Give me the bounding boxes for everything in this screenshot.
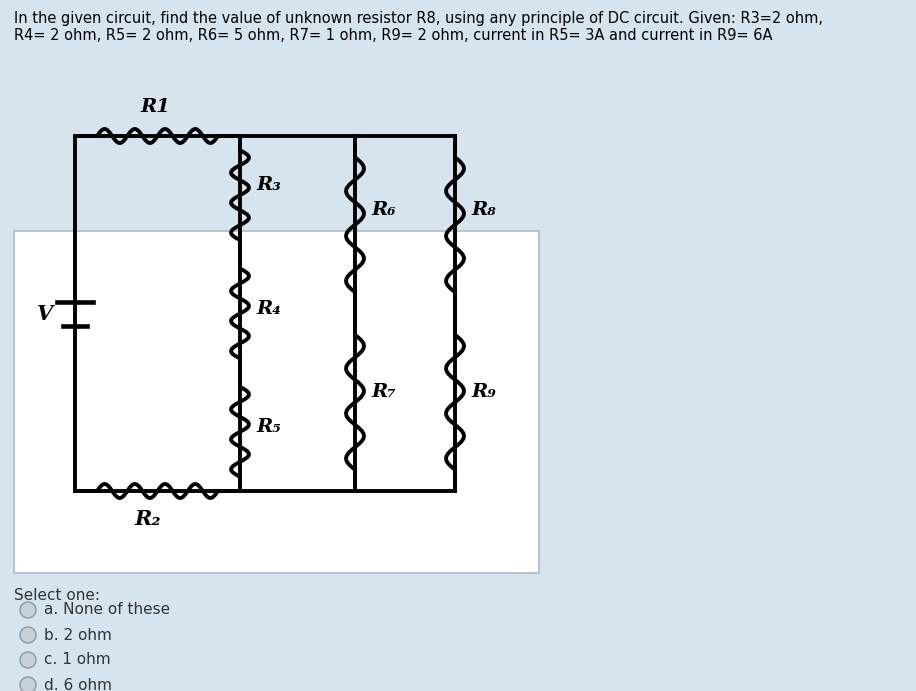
Text: R₅: R₅ [256,418,280,436]
Text: R₉: R₉ [471,384,496,401]
Text: V: V [37,304,53,324]
Text: R₇: R₇ [371,384,396,401]
Text: R1: R1 [140,98,170,116]
Text: R₃: R₃ [256,176,280,194]
Text: d. 6 ohm: d. 6 ohm [44,677,112,691]
Text: R₄: R₄ [256,299,280,317]
Circle shape [20,602,36,618]
Circle shape [20,627,36,643]
Circle shape [20,652,36,668]
Text: a. None of these: a. None of these [44,603,170,618]
Text: R₈: R₈ [471,201,496,219]
Text: R4= 2 ohm, R5= 2 ohm, R6= 5 ohm, R7= 1 ohm, R9= 2 ohm, current in R5= 3A and cur: R4= 2 ohm, R5= 2 ohm, R6= 5 ohm, R7= 1 o… [14,28,772,43]
Text: In the given circuit, find the value of unknown resistor R8, using any principle: In the given circuit, find the value of … [14,11,823,26]
Circle shape [20,677,36,691]
Text: c. 1 ohm: c. 1 ohm [44,652,111,668]
Text: R₂: R₂ [135,509,161,529]
Text: Select one:: Select one: [14,588,100,603]
Text: R₆: R₆ [371,201,396,219]
Text: b. 2 ohm: b. 2 ohm [44,627,112,643]
FancyBboxPatch shape [14,231,539,573]
